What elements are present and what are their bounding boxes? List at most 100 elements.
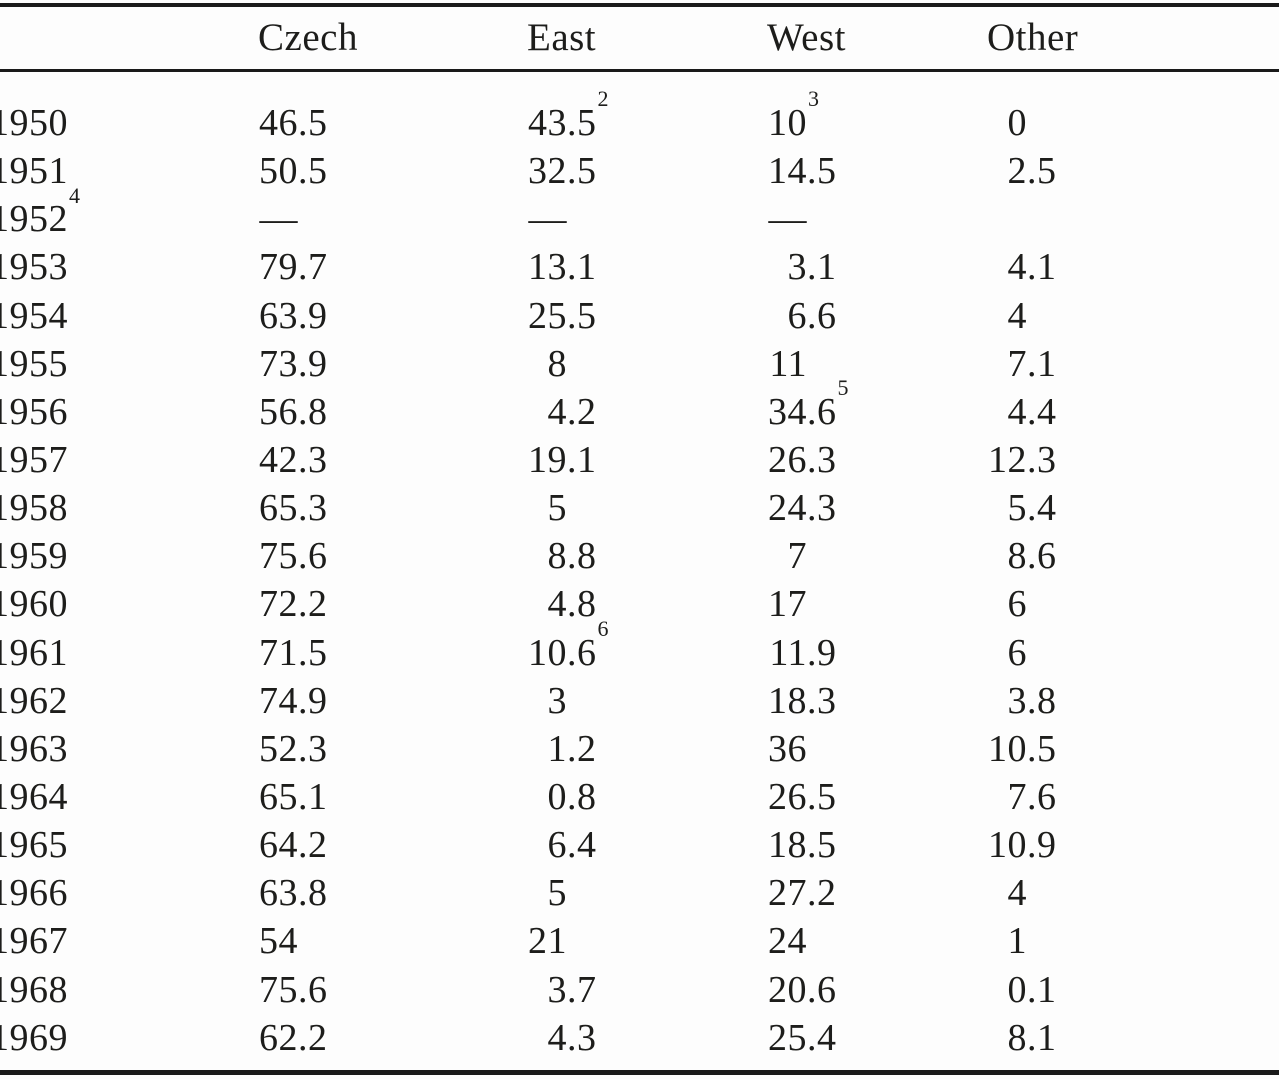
column-header-east: East xyxy=(527,16,597,59)
value-cell: 63.9 xyxy=(259,294,328,337)
column-header-other: Other xyxy=(987,16,1079,59)
table-row: 1950 46.5 43.52 103 0 xyxy=(0,86,1279,147)
value-cell: 64.2 xyxy=(259,824,328,867)
footnote-marker: 2 xyxy=(597,86,609,112)
value-cell: 26.5 xyxy=(768,775,837,818)
value-cell: 1 xyxy=(1007,920,1027,963)
table-row: 1957 42.3 19.1 26.3 12.3 xyxy=(0,436,1279,484)
value-cell: 27.2 xyxy=(768,872,837,915)
value-cell: 4.3 xyxy=(547,1016,597,1059)
value-cell: 5 xyxy=(547,872,567,915)
value-cell: 4 xyxy=(1007,294,1027,337)
value-cell: 12.3 xyxy=(988,438,1057,481)
value-cell: 62.2 xyxy=(259,1016,328,1059)
value-cell: 24 xyxy=(768,920,807,963)
value-cell: 46.5 xyxy=(259,102,328,144)
value-cell: 11 xyxy=(769,342,807,385)
table-row: 1962 74.9 3 18.3 3.8 xyxy=(0,677,1279,725)
footnote-marker: 6 xyxy=(597,615,609,641)
value-cell: 4.1 xyxy=(1007,246,1057,289)
year-cell: 1965 xyxy=(0,824,68,867)
value-cell: 19.1 xyxy=(528,438,597,481)
value-cell: 4.8 xyxy=(547,583,597,626)
value-cell: 10.66 xyxy=(528,615,609,674)
value-cell: 73.9 xyxy=(259,342,328,385)
table-row: 1965 64.2 6.4 18.5 10.9 xyxy=(0,821,1279,869)
value-cell: 10.9 xyxy=(988,824,1057,867)
table-row: 1958 65.3 5 24.3 5.4 xyxy=(0,484,1279,532)
value-cell: — xyxy=(259,198,298,241)
value-cell: 4.2 xyxy=(547,390,597,433)
value-cell: 6 xyxy=(1007,583,1027,626)
year-cell: 1955 xyxy=(0,342,68,385)
value-cell: 34.65 xyxy=(768,375,849,433)
value-cell: 43.52 xyxy=(528,86,609,144)
year-cell: 1967 xyxy=(0,920,68,963)
year-cell: 1960 xyxy=(0,583,68,626)
header-separator-rule xyxy=(0,69,1279,72)
year-cell: 1958 xyxy=(0,487,68,530)
table-row: 19524 — — — xyxy=(0,182,1279,243)
value-cell: 5.4 xyxy=(1007,487,1057,530)
value-cell: 71.5 xyxy=(259,631,328,674)
value-cell: 36 xyxy=(768,727,807,770)
table-body: 195046.543.521030195150.532.514.52.51952… xyxy=(0,86,1279,1062)
table-row: 1961 71.5 10.66 11.9 6 xyxy=(0,615,1279,677)
value-cell: 52.3 xyxy=(259,727,328,770)
footnote-marker: 4 xyxy=(69,182,80,208)
value-cell: 79.7 xyxy=(259,246,328,289)
value-cell: 2.5 xyxy=(1007,150,1057,193)
value-cell: 65.3 xyxy=(259,487,328,530)
value-cell: 63.8 xyxy=(259,872,328,915)
value-cell: 3.8 xyxy=(1007,679,1057,722)
table-row: 1951 50.5 32.5 14.5 2.5 xyxy=(0,147,1279,195)
year-cell: 1966 xyxy=(0,872,68,915)
value-cell: 17 xyxy=(768,583,807,626)
table-row: 1966 63.8 5 27.2 4 xyxy=(0,869,1279,917)
value-cell: 8.1 xyxy=(1007,1016,1057,1059)
value-cell: — xyxy=(768,198,807,241)
value-cell: 8.6 xyxy=(1007,535,1057,578)
value-cell: 6.4 xyxy=(547,824,597,867)
table-row: 1955 73.9 8 11 7.1 xyxy=(0,340,1279,388)
value-cell: 0 xyxy=(1007,102,1027,144)
value-cell: 7.6 xyxy=(1007,775,1057,818)
value-cell: 11.9 xyxy=(769,631,837,674)
value-cell: 65.1 xyxy=(259,775,328,818)
year-cell: 1951 xyxy=(0,150,68,193)
value-cell: 6 xyxy=(1007,631,1027,674)
value-cell: 14.5 xyxy=(768,150,837,193)
value-cell: 103 xyxy=(768,86,819,144)
value-cell: 6.6 xyxy=(787,294,837,337)
column-header-czech: Czech xyxy=(258,16,358,59)
footnote-marker: 5 xyxy=(837,375,849,401)
value-cell: 25.4 xyxy=(768,1016,837,1059)
table-row: 1953 79.7 13.1 3.1 4.1 xyxy=(0,243,1279,291)
value-cell: 72.2 xyxy=(259,583,328,626)
year-cell: 1964 xyxy=(0,775,68,818)
value-cell: 50.5 xyxy=(259,150,328,193)
year-cell: 1953 xyxy=(0,246,68,289)
value-cell: 3.1 xyxy=(787,246,837,289)
table-top-rule xyxy=(0,3,1279,7)
value-cell: 10.5 xyxy=(988,727,1057,770)
table-row: 1964 65.1 0.8 26.5 7.6 xyxy=(0,773,1279,821)
value-cell: 75.6 xyxy=(259,968,328,1011)
value-cell: 32.5 xyxy=(528,150,597,193)
value-cell: 0.8 xyxy=(547,775,597,818)
footnote-marker: 3 xyxy=(808,86,819,112)
value-cell: 20.6 xyxy=(768,968,837,1011)
table-row: 1959 75.6 8.8 7 8.6 xyxy=(0,532,1279,580)
value-cell: 74.9 xyxy=(259,679,328,722)
value-cell: 4 xyxy=(1007,872,1027,915)
year-cell: 19524 xyxy=(0,182,80,241)
value-cell: 24.3 xyxy=(768,487,837,530)
